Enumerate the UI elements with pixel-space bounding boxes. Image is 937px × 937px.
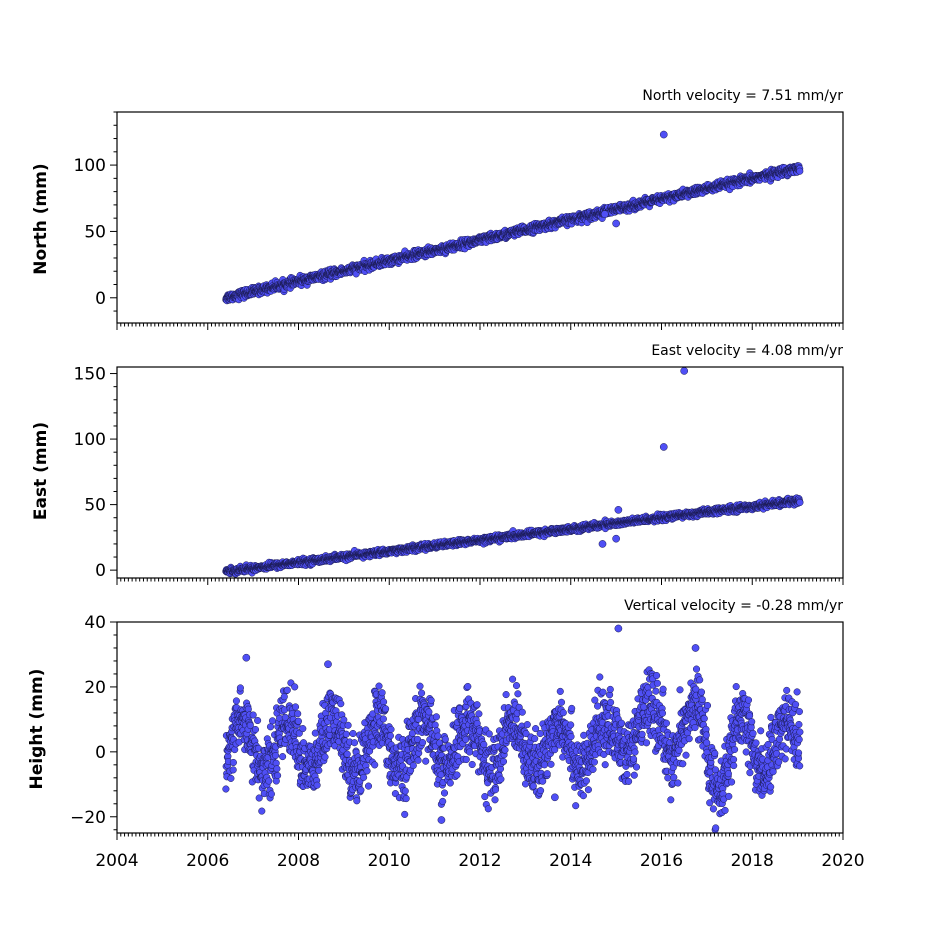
east-ticks: 0 50 100 150 xyxy=(74,365,844,585)
east-points xyxy=(222,367,804,578)
outlier-point xyxy=(659,130,668,139)
y-tick-label: 100 xyxy=(74,430,106,450)
y-tick-label: 100 xyxy=(74,156,106,176)
north-axes-frame xyxy=(116,111,844,324)
data-point xyxy=(796,167,804,175)
north-ylabel: North (mm) xyxy=(31,163,51,274)
y-tick-label: 150 xyxy=(74,365,106,385)
y-tick-label: 0 xyxy=(95,561,106,581)
north-ticks: 0 50 100 xyxy=(74,111,844,330)
y-tick-label: 0 xyxy=(95,289,106,309)
outlier-point xyxy=(612,219,620,228)
east-title: East velocity = 4.08 mm/yr xyxy=(651,343,843,359)
north-panel: North velocity = 7.51 mm/yr 0 50 100 North… xyxy=(31,88,844,330)
north-points xyxy=(222,130,804,305)
y-tick-label: 50 xyxy=(84,496,106,516)
outlier-point xyxy=(600,210,609,219)
north-title: North velocity = 7.51 mm/yr xyxy=(642,88,843,104)
y-tick-label: 50 xyxy=(84,222,106,242)
